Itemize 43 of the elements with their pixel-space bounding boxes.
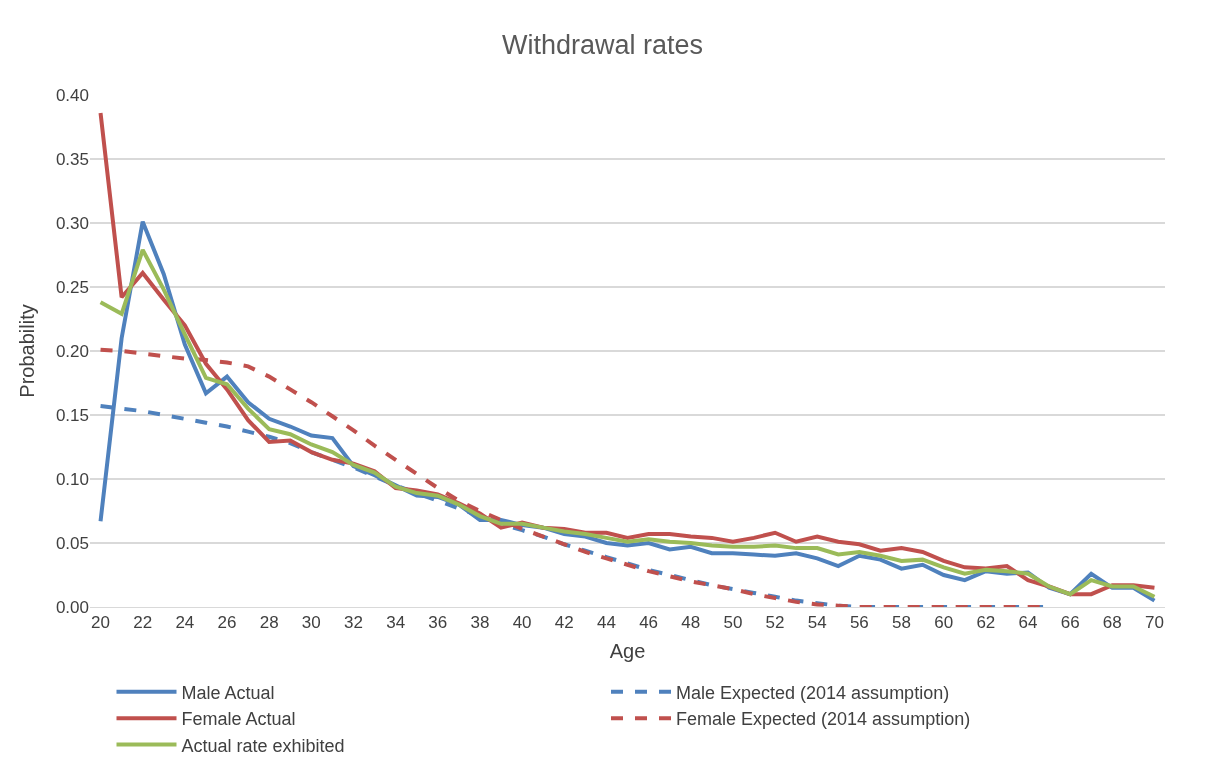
- chart-title: Withdrawal rates: [501, 29, 704, 60]
- legend-label: Female Expected (2014 assumption): [676, 709, 971, 730]
- legend-label: Actual rate exhibited: [181, 735, 345, 756]
- y-tick-label: 0.00: [55, 597, 89, 617]
- x-tick-label: 70: [1145, 613, 1164, 633]
- x-tick-label: 58: [892, 613, 911, 633]
- x-tick-label: 38: [470, 613, 490, 633]
- x-tick-label: 36: [428, 613, 448, 633]
- legend-label: Female Actual: [181, 709, 296, 730]
- x-tick-label: 68: [1102, 613, 1122, 633]
- x-tick-label: 44: [596, 613, 616, 633]
- x-axis-title: Age: [609, 639, 646, 662]
- x-tick-label: 26: [217, 613, 237, 633]
- x-tick-label: 56: [849, 613, 869, 633]
- x-tick-label: 34: [386, 613, 406, 633]
- y-tick-label: 0.35: [55, 149, 89, 169]
- x-tick-label: 54: [807, 613, 827, 633]
- x-tick-label: 62: [976, 613, 996, 633]
- y-tick-label: 0.15: [55, 405, 89, 425]
- y-tick-label: 0.40: [55, 85, 89, 105]
- y-tick-label: 0.20: [55, 341, 89, 361]
- x-tick-label: 48: [681, 613, 701, 633]
- x-tick-label: 66: [1060, 613, 1080, 633]
- x-tick-label: 52: [765, 613, 785, 633]
- x-tick-label: 42: [554, 613, 574, 633]
- x-tick-label: 50: [723, 613, 743, 633]
- legend-label: Male Expected (2014 assumption): [676, 682, 950, 703]
- x-tick-label: 60: [934, 613, 954, 633]
- x-tick-label: 28: [259, 613, 279, 633]
- x-tick-label: 30: [301, 613, 321, 633]
- y-tick-label: 0.30: [55, 213, 89, 233]
- x-tick-label: 40: [512, 613, 532, 633]
- x-tick-label: 64: [1018, 613, 1038, 633]
- y-tick-label: 0.10: [55, 469, 89, 489]
- y-axis-title: Probability: [16, 304, 39, 398]
- x-tick-label: 46: [639, 613, 659, 633]
- y-tick-label: 0.25: [55, 277, 89, 297]
- x-tick-label: 22: [133, 613, 153, 633]
- x-tick-label: 24: [175, 613, 195, 633]
- x-tick-label: 32: [344, 613, 363, 633]
- x-tick-label: 20: [91, 613, 110, 633]
- y-tick-label: 0.05: [55, 533, 89, 553]
- legend-label: Male Actual: [181, 682, 275, 703]
